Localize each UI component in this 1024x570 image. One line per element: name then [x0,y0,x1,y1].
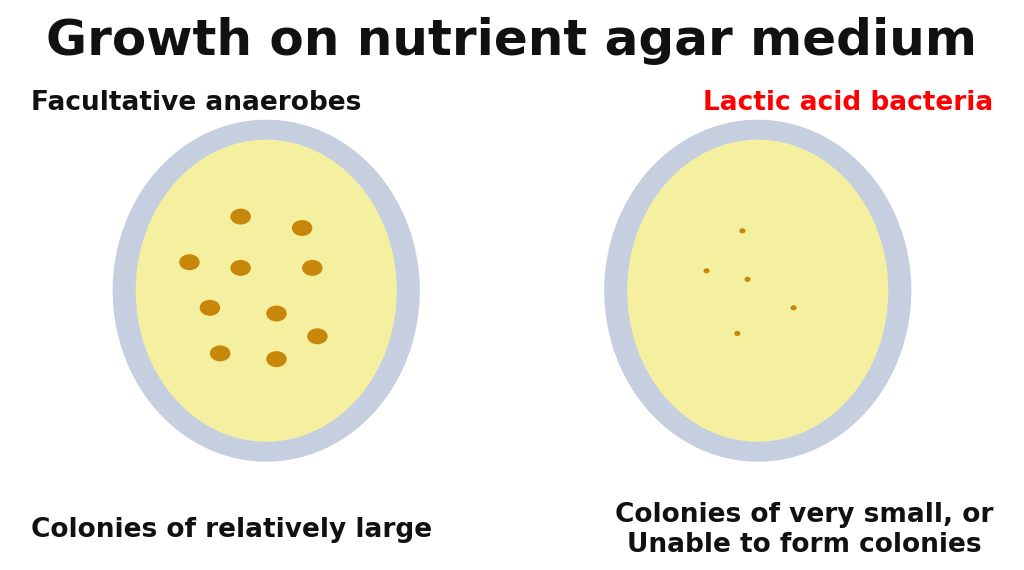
Text: Growth on nutrient agar medium: Growth on nutrient agar medium [46,17,978,65]
Ellipse shape [230,209,251,225]
Ellipse shape [210,345,230,361]
Text: Lactic acid bacteria: Lactic acid bacteria [703,89,993,116]
Ellipse shape [113,120,420,462]
Ellipse shape [302,260,323,276]
Ellipse shape [734,331,740,336]
Ellipse shape [292,220,312,236]
Ellipse shape [791,306,797,310]
Ellipse shape [627,140,888,442]
Ellipse shape [135,140,397,442]
Ellipse shape [266,306,287,321]
Ellipse shape [307,328,328,344]
Text: Facultative anaerobes: Facultative anaerobes [31,89,361,116]
Text: Colonies of relatively large: Colonies of relatively large [31,517,432,543]
Ellipse shape [739,229,745,234]
Ellipse shape [179,254,200,270]
Ellipse shape [266,351,287,367]
Ellipse shape [744,277,751,282]
Ellipse shape [200,300,220,316]
Ellipse shape [604,120,911,462]
Ellipse shape [703,268,710,274]
Text: Colonies of very small, or
Unable to form colonies: Colonies of very small, or Unable to for… [614,502,993,558]
Ellipse shape [230,260,251,276]
